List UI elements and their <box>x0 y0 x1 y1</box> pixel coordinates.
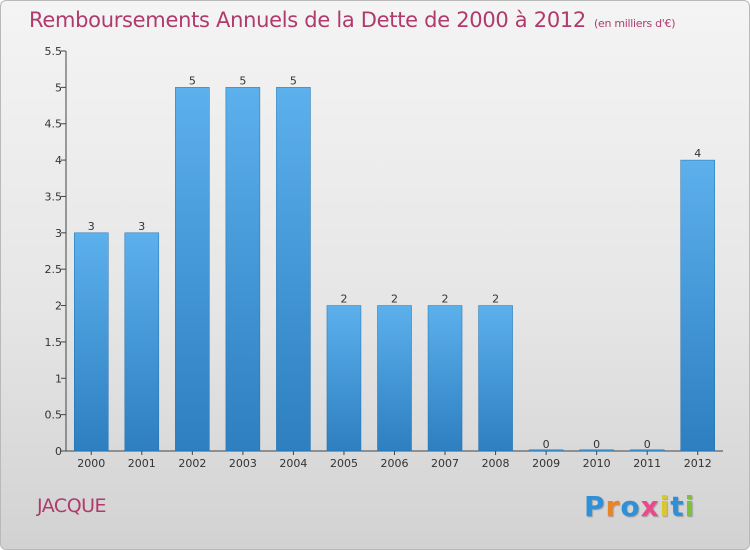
y-tick-label: 1.5 <box>45 336 63 349</box>
bar <box>478 305 513 452</box>
x-tick-label: 2008 <box>482 457 510 470</box>
data-label: 5 <box>290 74 297 87</box>
x-tick-label: 2009 <box>532 457 560 470</box>
bar <box>579 449 614 452</box>
x-tick-label: 2000 <box>77 457 105 470</box>
data-label: 5 <box>239 74 246 87</box>
x-tick-label: 2005 <box>330 457 358 470</box>
y-tick-label: 0.5 <box>45 409 63 422</box>
logo-letter: r <box>605 490 621 523</box>
y-tick-label: 0 <box>55 445 62 458</box>
logo-letter: t <box>670 490 685 523</box>
logo-letter: i <box>659 490 671 523</box>
y-tick-label: 3 <box>55 227 62 240</box>
chart-title: Remboursements Annuels de la Dette de 20… <box>29 8 675 32</box>
x-tick-label: 2012 <box>684 457 712 470</box>
x-tick-label: 2003 <box>229 457 257 470</box>
data-label: 2 <box>340 293 347 306</box>
logo-letter: o <box>620 490 641 523</box>
bar <box>377 305 412 452</box>
bar <box>680 159 715 452</box>
proxiti-logo: Proxiti <box>584 490 695 523</box>
bar <box>528 449 564 452</box>
x-tick-label: 2007 <box>431 457 459 470</box>
data-label: 2 <box>442 293 449 306</box>
data-label: 3 <box>88 220 95 233</box>
bar <box>74 232 109 452</box>
commune-name: JACQUE <box>37 495 107 517</box>
x-tick-label: 2011 <box>633 457 661 470</box>
y-tick-label: 3.5 <box>45 190 63 203</box>
chart-unit: (en milliers d'€) <box>594 17 676 30</box>
bar <box>427 305 463 452</box>
y-tick-label: 5 <box>55 81 62 94</box>
chart-bars: 3 3 5 5 5 2 2 2 2 0 0 0 4 <box>74 74 715 452</box>
bar <box>225 87 261 452</box>
data-label: 0 <box>543 438 550 451</box>
bar <box>276 87 311 452</box>
y-tick-label: 1 <box>55 372 62 385</box>
bar <box>175 87 210 452</box>
logo-letter: P <box>584 490 606 523</box>
data-label: 2 <box>492 293 499 306</box>
bar <box>629 449 665 452</box>
y-tick-label: 5.5 <box>45 45 63 58</box>
y-tick-label: 2.5 <box>45 263 63 276</box>
y-tick-label: 2 <box>55 300 62 313</box>
x-tick-label: 2006 <box>381 457 409 470</box>
y-tick-label: 4.5 <box>45 118 63 131</box>
data-label: 0 <box>593 438 600 451</box>
data-label: 0 <box>644 438 651 451</box>
x-tick-label: 2004 <box>279 457 307 470</box>
logo-letter: i <box>684 490 696 523</box>
x-tick-label: 2002 <box>178 457 206 470</box>
bar <box>124 232 160 452</box>
logo-letter: x <box>640 490 660 523</box>
chart-title-text: Remboursements Annuels de la Dette de 20… <box>29 8 586 32</box>
bar <box>326 305 362 452</box>
data-label: 5 <box>189 74 196 87</box>
x-tick-label: 2001 <box>128 457 156 470</box>
x-tick-label: 2010 <box>583 457 611 470</box>
data-label: 3 <box>138 220 145 233</box>
y-tick-label: 4 <box>55 154 62 167</box>
data-label: 2 <box>391 293 398 306</box>
data-label: 4 <box>694 147 701 160</box>
